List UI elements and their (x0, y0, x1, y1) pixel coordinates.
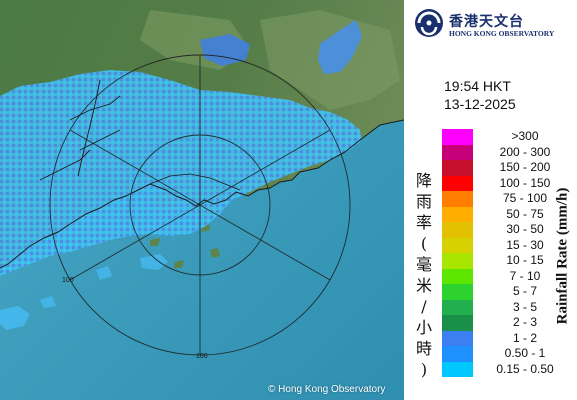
legend-swatch (442, 237, 473, 253)
observatory-logo[interactable]: 香港天文台 HONG KONG OBSERVATORY (412, 6, 577, 42)
legend-label: 15 - 30 (506, 237, 544, 252)
legend-swatch (442, 222, 473, 238)
legend-swatch (442, 206, 473, 222)
legend-row: 30 - 50 (442, 222, 572, 238)
legend-row: 100 - 150 (442, 175, 572, 191)
legend-swatch (442, 299, 473, 315)
rain-cells-south (40, 254, 168, 308)
legend-row: 75 - 100 (442, 191, 572, 207)
legend-row: 1 - 2 (442, 330, 572, 346)
legend-swatch (442, 175, 473, 191)
rain-cells-southwest (0, 306, 30, 330)
legend-swatch (442, 160, 473, 176)
radar-map[interactable]: 100 100 © Hong Kong Observatory (0, 0, 404, 400)
legend-row: 15 - 30 (442, 237, 572, 253)
legend-label: 7 - 10 (509, 268, 541, 283)
rain-cells-north (318, 20, 362, 74)
legend-swatch (442, 144, 473, 160)
legend-swatch (442, 315, 473, 331)
legend-row: 150 - 200 (442, 160, 572, 176)
legend-row: 50 - 75 (442, 206, 572, 222)
legend-label: 10 - 15 (506, 253, 544, 267)
legend-row: 0.50 - 1 (442, 346, 572, 362)
legend-swatch (442, 253, 473, 269)
legend-row: 200 - 300 (442, 144, 572, 160)
legend-label: 75 - 100 (502, 191, 548, 205)
radar-map-canvas: 100 100 (0, 0, 404, 400)
legend-row: 5 - 7 (442, 284, 572, 300)
legend-label: 30 - 50 (506, 222, 544, 236)
legend-label: 50 - 75 (506, 206, 544, 221)
radar-date: 13-12-2025 (444, 96, 516, 112)
legend-swatch (442, 129, 473, 145)
radar-time: 19:54 HKT (444, 78, 511, 94)
legend-row: >300 (442, 129, 572, 145)
observatory-emblem-icon (415, 9, 443, 37)
legend-label: 0.15 - 0.50 (496, 361, 554, 376)
legend-row: 2 - 3 (442, 315, 572, 331)
legend-label: 2 - 3 (512, 315, 537, 329)
legend-label: >300 (511, 129, 539, 143)
legend-swatch (442, 284, 473, 300)
legend-row: 7 - 10 (442, 268, 572, 284)
legend-label: 0.50 - 1 (504, 346, 546, 360)
legend-label: 1 - 2 (512, 330, 537, 345)
legend-label: 5 - 7 (512, 284, 537, 298)
range-ring-label-bottom: 100 (196, 353, 208, 360)
rainfall-legend: >300 200 - 300 150 - 200 100 - 150 75 - 100 5… (442, 129, 572, 377)
copyright-notice: © Hong Kong Observatory (268, 384, 386, 395)
logo-chinese-name: 香港天文台 (449, 14, 524, 30)
legend-title-chinese: 降雨率(毫米 / 小時) (415, 171, 432, 379)
rain-cells-central (200, 34, 250, 66)
legend-swatch (442, 346, 473, 362)
rain-band (0, 70, 362, 276)
river-lines (39, 79, 121, 181)
legend-label: 200 - 300 (499, 144, 551, 159)
legend-label: 150 - 200 (499, 160, 551, 174)
legend-swatch (442, 361, 473, 377)
legend-label: 3 - 5 (512, 299, 537, 314)
legend-swatch (442, 268, 473, 284)
wanshan-islands (150, 238, 220, 268)
legend-panel: 香港天文台 HONG KONG OBSERVATORY 19:54 HKT 13… (404, 0, 577, 400)
logo-english-name: HONG KONG OBSERVATORY (449, 29, 555, 38)
range-rings (49, 54, 351, 356)
legend-swatch (442, 330, 473, 346)
legend-row: 0.15 - 0.50 (442, 361, 572, 377)
legend-row: 10 - 15 (442, 253, 572, 269)
range-ring-label-left: 100 (62, 277, 74, 284)
coastline (0, 119, 404, 269)
legend-swatch (442, 191, 473, 207)
legend-row: 3 - 5 (442, 299, 572, 315)
legend-label: 100 - 150 (499, 175, 551, 190)
